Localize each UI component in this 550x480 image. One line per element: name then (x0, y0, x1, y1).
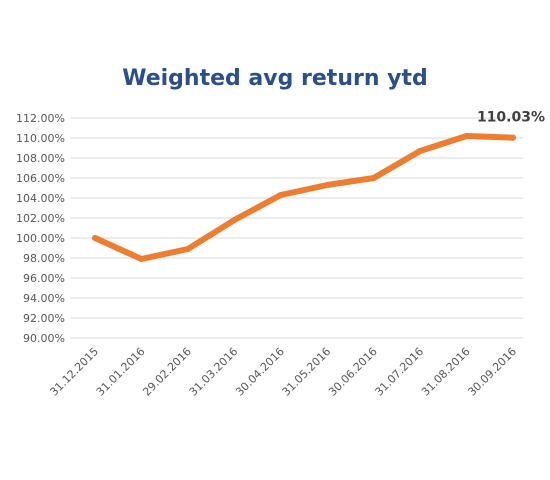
y-tick-label: 108.00% (16, 152, 65, 165)
data-point (92, 235, 98, 241)
y-tick-label: 96.00% (23, 272, 65, 285)
data-point (184, 246, 191, 252)
x-tick-label: 29.02.2016 (140, 345, 194, 399)
x-tick-label: 31.12.2015 (47, 345, 101, 399)
y-tick-label: 92.00% (23, 312, 65, 325)
data-point (138, 256, 145, 262)
series-line (92, 133, 516, 262)
x-tick-label: 31.03.2016 (187, 345, 241, 399)
x-tick-label: 31.01.2016 (94, 345, 148, 399)
chart-title: Weighted avg return ytd (122, 66, 428, 91)
y-tick-label: 112.00% (16, 112, 65, 125)
y-tick-label: 98.00% (23, 252, 65, 265)
data-point (417, 148, 424, 154)
y-tick-label: 100.00% (16, 232, 65, 245)
y-tick-label: 104.00% (16, 192, 65, 205)
x-tick-label: 30.04.2016 (233, 345, 287, 399)
x-axis: 31.12.201531.01.201629.02.201631.03.2016… (47, 345, 519, 399)
x-tick-label: 31.05.2016 (280, 345, 334, 399)
data-point (463, 133, 470, 139)
data-point (324, 182, 331, 188)
y-tick-label: 106.00% (16, 172, 65, 185)
y-tick-label: 110.00% (16, 132, 65, 145)
y-tick-label: 102.00% (16, 212, 65, 225)
y-tick-label: 90.00% (23, 332, 65, 345)
data-point (231, 217, 238, 223)
series-layer (92, 133, 516, 262)
grid-layer (70, 117, 523, 339)
y-axis: 90.00% 92.00% 94.00% 96.00% 98.00% 100.00% 102… (16, 112, 65, 345)
data-point (277, 192, 284, 198)
x-tick-label: 30.06.2016 (326, 345, 380, 399)
x-tick-label: 31.07.2016 (373, 345, 427, 399)
data-point (370, 175, 377, 181)
data-point (510, 134, 516, 141)
x-tick-label: 30.09.2016 (465, 345, 519, 399)
y-tick-label: 94.00% (23, 292, 65, 305)
data-labels: 110.03% (477, 110, 545, 126)
data-label: 110.03% (477, 110, 545, 126)
x-tick-label: 31.08.2016 (419, 345, 473, 399)
